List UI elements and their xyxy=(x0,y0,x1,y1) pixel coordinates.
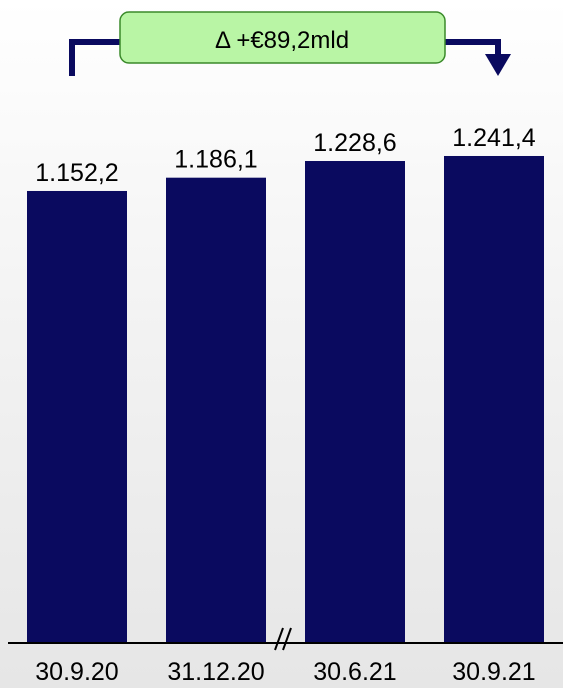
category-label: 30.6.21 xyxy=(313,658,396,686)
category-label: 30.9.20 xyxy=(35,658,118,686)
bar-30.9.21 xyxy=(444,155,544,643)
category-label: 31.12.20 xyxy=(167,658,264,686)
axis-break-marker xyxy=(274,627,292,651)
bar-30.9.20 xyxy=(27,190,127,643)
bar-value-label: 1.228,6 xyxy=(313,129,396,157)
bar-30.6.21 xyxy=(305,161,405,643)
delta-annotation-text: Δ +€89,2mld xyxy=(215,27,349,54)
delta-arrowhead xyxy=(485,54,511,76)
delta-annotation-box xyxy=(119,11,446,64)
bar-31.12.20 xyxy=(166,177,266,644)
bar-value-label: 1.152,2 xyxy=(35,159,118,187)
bar-value-label: 1.241,4 xyxy=(452,124,536,152)
category-label: 30.9.21 xyxy=(452,658,535,686)
bar-value-label: 1.186,1 xyxy=(174,146,257,174)
